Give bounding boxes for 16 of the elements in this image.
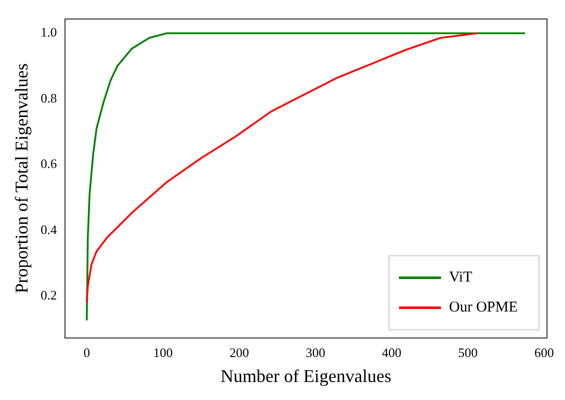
legend-label: Our OPME [449,300,518,316]
x-tick-label: 200 [229,345,249,360]
x-axis-title: Number of Eigenvalues [220,366,392,386]
y-axis-title: Proportion of Total Eigenvalues [12,63,32,294]
x-tick-label: 300 [306,345,326,360]
y-tick-label: 0.2 [40,288,57,302]
x-tick-label: 600 [534,345,554,360]
x-tick-label: 0 [84,345,90,360]
x-tick-label: 500 [458,345,478,360]
legend-label: ViT [449,270,472,286]
x-tick-label: 400 [382,345,402,360]
y-tick-label: 1.0 [40,24,57,40]
y-tick-label: 0.4 [40,222,58,237]
y-tick-label: 0.8 [40,90,57,106]
y-tick-label: 0.6 [40,156,58,172]
x-tick-label: 100 [153,345,173,360]
